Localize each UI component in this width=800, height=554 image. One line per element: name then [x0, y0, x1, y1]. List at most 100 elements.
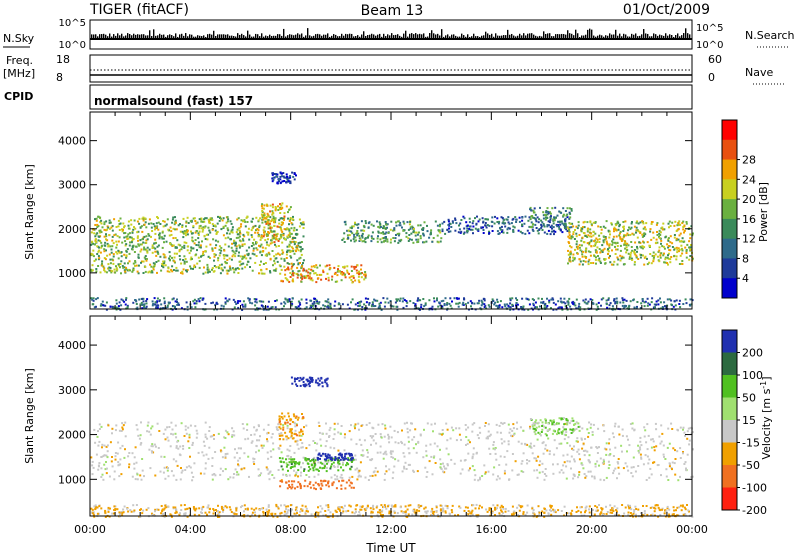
scatter-cell [440, 300, 443, 303]
scatter-cell [660, 242, 662, 245]
scatter-cell [454, 229, 457, 232]
scatter-cell [101, 262, 103, 265]
scatter-cell [259, 238, 262, 241]
scatter-cell [548, 211, 551, 214]
scatter-cell [283, 212, 286, 215]
scatter-cell [575, 240, 578, 243]
scatter-cell [143, 246, 146, 249]
noise-bar [581, 35, 583, 39]
scatter-cell [683, 431, 686, 434]
scatter-cell [590, 223, 593, 226]
scatter-cell [136, 231, 139, 234]
scatter-cell [662, 245, 665, 248]
scatter-cell [243, 243, 246, 246]
scatter-cell [568, 259, 571, 262]
scatter-cell [135, 461, 138, 464]
scatter-cell [430, 229, 433, 232]
scatter-cell [437, 305, 440, 308]
scatter-cell [297, 305, 300, 308]
scatter-cell [96, 226, 99, 229]
scatter-cell [482, 232, 485, 234]
scatter-cell [305, 269, 308, 272]
scatter-cell [134, 478, 137, 481]
scatter-cell [206, 437, 209, 440]
scatter-cell [615, 510, 618, 513]
scatter-cell [248, 475, 250, 478]
scatter-cell [254, 514, 257, 517]
scatter-cell [221, 219, 224, 222]
scatter-cell [174, 237, 177, 239]
scatter-cell [470, 511, 473, 514]
scatter-cell [124, 435, 127, 438]
scatter-cell [123, 253, 126, 256]
scatter-cell [292, 274, 295, 277]
scatter-cell [298, 218, 301, 221]
scatter-cell [424, 506, 427, 509]
scatter-cell [225, 269, 228, 272]
scatter-cell [230, 230, 233, 233]
scatter-cell [448, 227, 450, 230]
scatter-cell [189, 249, 192, 252]
scatter-cell [564, 222, 567, 225]
scatter-cell [629, 253, 632, 256]
scatter-cell [283, 228, 286, 231]
scatter-cell [653, 446, 656, 449]
scatter-cell [591, 509, 594, 511]
noise-bar [147, 35, 149, 39]
scatter-cell [658, 235, 660, 238]
noise-search-label: N.Search [745, 29, 795, 42]
scatter-cell [607, 229, 610, 232]
scatter-cell [354, 458, 357, 461]
scatter-cell [247, 227, 250, 230]
scatter-cell [301, 508, 304, 511]
scatter-cell [682, 451, 684, 453]
scatter-cell [155, 306, 158, 309]
scatter-cell [201, 451, 204, 454]
scatter-cell [372, 305, 375, 308]
scatter-cell [123, 226, 125, 229]
scatter-cell [121, 265, 124, 267]
scatter-cell [491, 230, 494, 232]
noise-bar [105, 34, 107, 39]
scatter-cell [496, 230, 499, 233]
scatter-cell [689, 246, 692, 249]
scatter-cell [417, 224, 420, 227]
noise-bar [431, 30, 433, 39]
scatter-cell [496, 306, 499, 309]
noise-bar [555, 34, 557, 39]
scatter-cell [374, 305, 377, 307]
scatter-cell [518, 220, 521, 223]
scatter-cell [91, 512, 94, 515]
scatter-cell [281, 241, 284, 244]
scatter-cell [416, 299, 419, 302]
noise-bar [601, 35, 603, 39]
scatter-cell [302, 259, 305, 262]
scatter-cell [656, 255, 659, 258]
scatter-cell [300, 508, 303, 511]
scatter-cell [420, 306, 423, 309]
noise-bar [679, 36, 681, 39]
scatter-cell [123, 456, 126, 459]
noise-bar [169, 34, 171, 39]
scatter-cell [354, 221, 356, 224]
scatter-cell [528, 225, 531, 228]
scatter-cell [689, 247, 692, 250]
scatter-cell [633, 250, 635, 253]
noise-left-tick-bottom: 10^0 [59, 40, 86, 51]
scatter-cell [297, 242, 300, 245]
scatter-cell [353, 512, 356, 515]
scatter-cell [172, 269, 175, 271]
scatter-cell [617, 258, 620, 261]
scatter-cell [562, 426, 565, 429]
scatter-cell [262, 214, 265, 217]
scatter-cell [447, 230, 450, 233]
scatter-cell [271, 173, 274, 176]
noise-bar [599, 34, 601, 39]
scatter-cell [163, 507, 166, 510]
scatter-cell [177, 243, 180, 246]
scatter-cell [662, 453, 665, 456]
scatter-cell [234, 255, 237, 258]
scatter-cell [207, 269, 210, 272]
scatter-cell [279, 272, 282, 275]
